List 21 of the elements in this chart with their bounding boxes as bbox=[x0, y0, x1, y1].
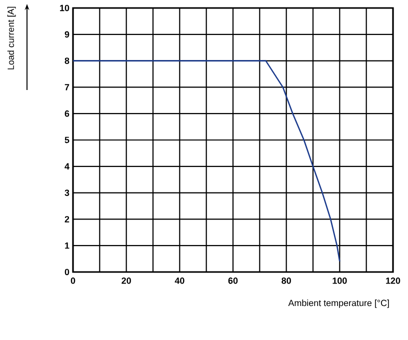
y-tick-label: 3 bbox=[64, 190, 70, 196]
y-tick-label: 9 bbox=[64, 31, 70, 38]
x-tick-label: 120 bbox=[386, 278, 400, 284]
x-tick-label: 0 bbox=[70, 278, 76, 284]
y-tick-label: 1 bbox=[65, 242, 70, 249]
y-tick-label: 0 bbox=[64, 268, 70, 276]
y-tick-label: 4 bbox=[64, 163, 70, 170]
x-tick-label: 80 bbox=[282, 278, 291, 284]
x-tick-label: 60 bbox=[228, 278, 238, 284]
line-series bbox=[72, 60, 340, 262]
x-tick-label: 40 bbox=[174, 278, 184, 284]
y-tick-label: 2 bbox=[64, 216, 70, 222]
y-tick-label: 6 bbox=[64, 110, 70, 117]
y-tick-label: 7 bbox=[64, 84, 70, 90]
y-tick-label: 8 bbox=[64, 58, 70, 64]
y-axis-title: Load current [A] bbox=[7, 6, 16, 70]
x-tick-label: 20 bbox=[122, 278, 131, 284]
y-tick-label: 10 bbox=[60, 4, 70, 12]
x-axis-title: Ambient temperature [°C] bbox=[288, 300, 389, 308]
x-tick-label: 100 bbox=[332, 278, 347, 284]
y-tick-label: 5 bbox=[64, 136, 70, 144]
